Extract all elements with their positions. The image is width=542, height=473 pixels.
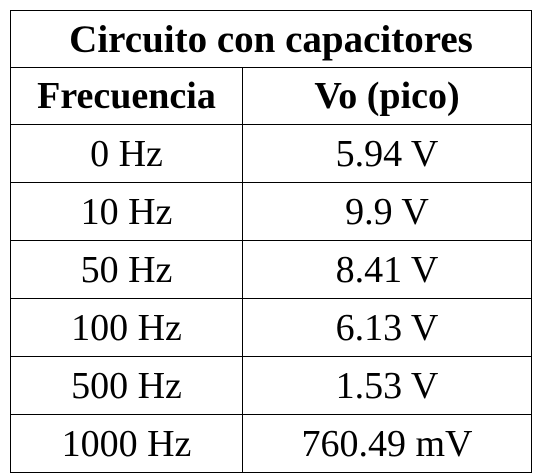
cell-vo: 6.13 V <box>242 298 532 357</box>
header-row: Frecuencia Vo (pico) <box>10 67 532 125</box>
column-header-frequency: Frecuencia <box>10 67 243 125</box>
cell-frequency: 0 Hz <box>10 124 243 183</box>
cell-vo: 760.49 mV <box>242 414 532 473</box>
cell-frequency: 100 Hz <box>10 298 243 357</box>
title-row: Circuito con capacitores <box>10 10 532 68</box>
table-container: Circuito con capacitores Frecuencia Vo (… <box>10 10 532 473</box>
cell-vo: 5.94 V <box>242 124 532 183</box>
cell-vo: 9.9 V <box>242 182 532 241</box>
table-title: Circuito con capacitores <box>10 10 532 68</box>
table-row: 0 Hz 5.94 V <box>10 124 532 183</box>
table-row: 100 Hz 6.13 V <box>10 298 532 357</box>
table-row: 50 Hz 8.41 V <box>10 240 532 299</box>
cell-frequency: 500 Hz <box>10 356 243 415</box>
table-row: 500 Hz 1.53 V <box>10 356 532 415</box>
cell-vo: 1.53 V <box>242 356 532 415</box>
cell-frequency: 10 Hz <box>10 182 243 241</box>
data-table: Circuito con capacitores Frecuencia Vo (… <box>10 10 532 473</box>
column-header-vo: Vo (pico) <box>242 67 532 125</box>
table-row: 10 Hz 9.9 V <box>10 182 532 241</box>
cell-frequency: 1000 Hz <box>10 414 243 473</box>
table-row: 1000 Hz 760.49 mV <box>10 414 532 473</box>
cell-frequency: 50 Hz <box>10 240 243 299</box>
cell-vo: 8.41 V <box>242 240 532 299</box>
